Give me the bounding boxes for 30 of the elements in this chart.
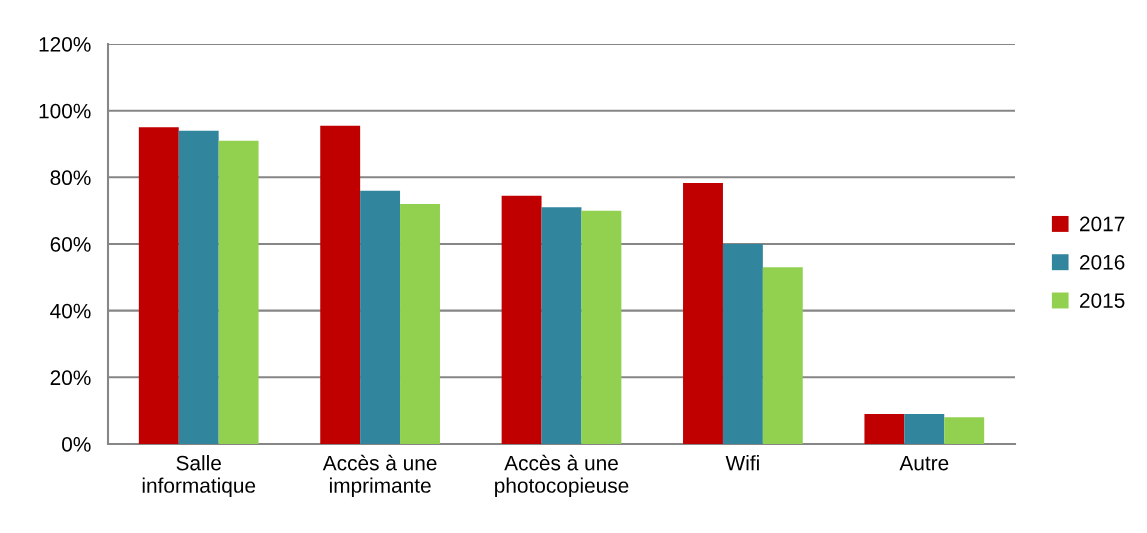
bar [501,195,542,444]
y-tick-label: 0% [62,437,91,452]
bar [320,125,361,444]
y-tick-label: 40% [50,303,91,319]
legend-label: 2015 [1080,293,1125,308]
bar [683,183,723,444]
bar [944,417,985,444]
bar [138,127,179,444]
bar [762,267,803,444]
x-tick-label: Autre [899,455,949,471]
x-tick-label: Accès à une photocopieuse [495,454,629,497]
bar [904,414,945,444]
bar [722,244,763,444]
bar [864,414,905,444]
x-tick-label: Accès à une imprimante [322,454,437,497]
y-tick-label: 20% [50,370,91,386]
bar [218,140,259,444]
legend-label: 2017 [1080,216,1125,232]
legend-label: 2016 [1080,254,1125,270]
bar [541,207,582,444]
bar [178,130,219,444]
bar [360,190,401,444]
bar [400,204,440,444]
y-tick-label: 80% [50,170,91,186]
x-tick-label: Wifi [725,455,759,471]
y-tick-label: 60% [50,237,91,252]
bar [581,210,622,444]
y-tick-label: 120% [39,37,91,52]
y-tick-label: 100% [39,103,91,119]
x-tick-label: Salle informatique [142,455,256,497]
